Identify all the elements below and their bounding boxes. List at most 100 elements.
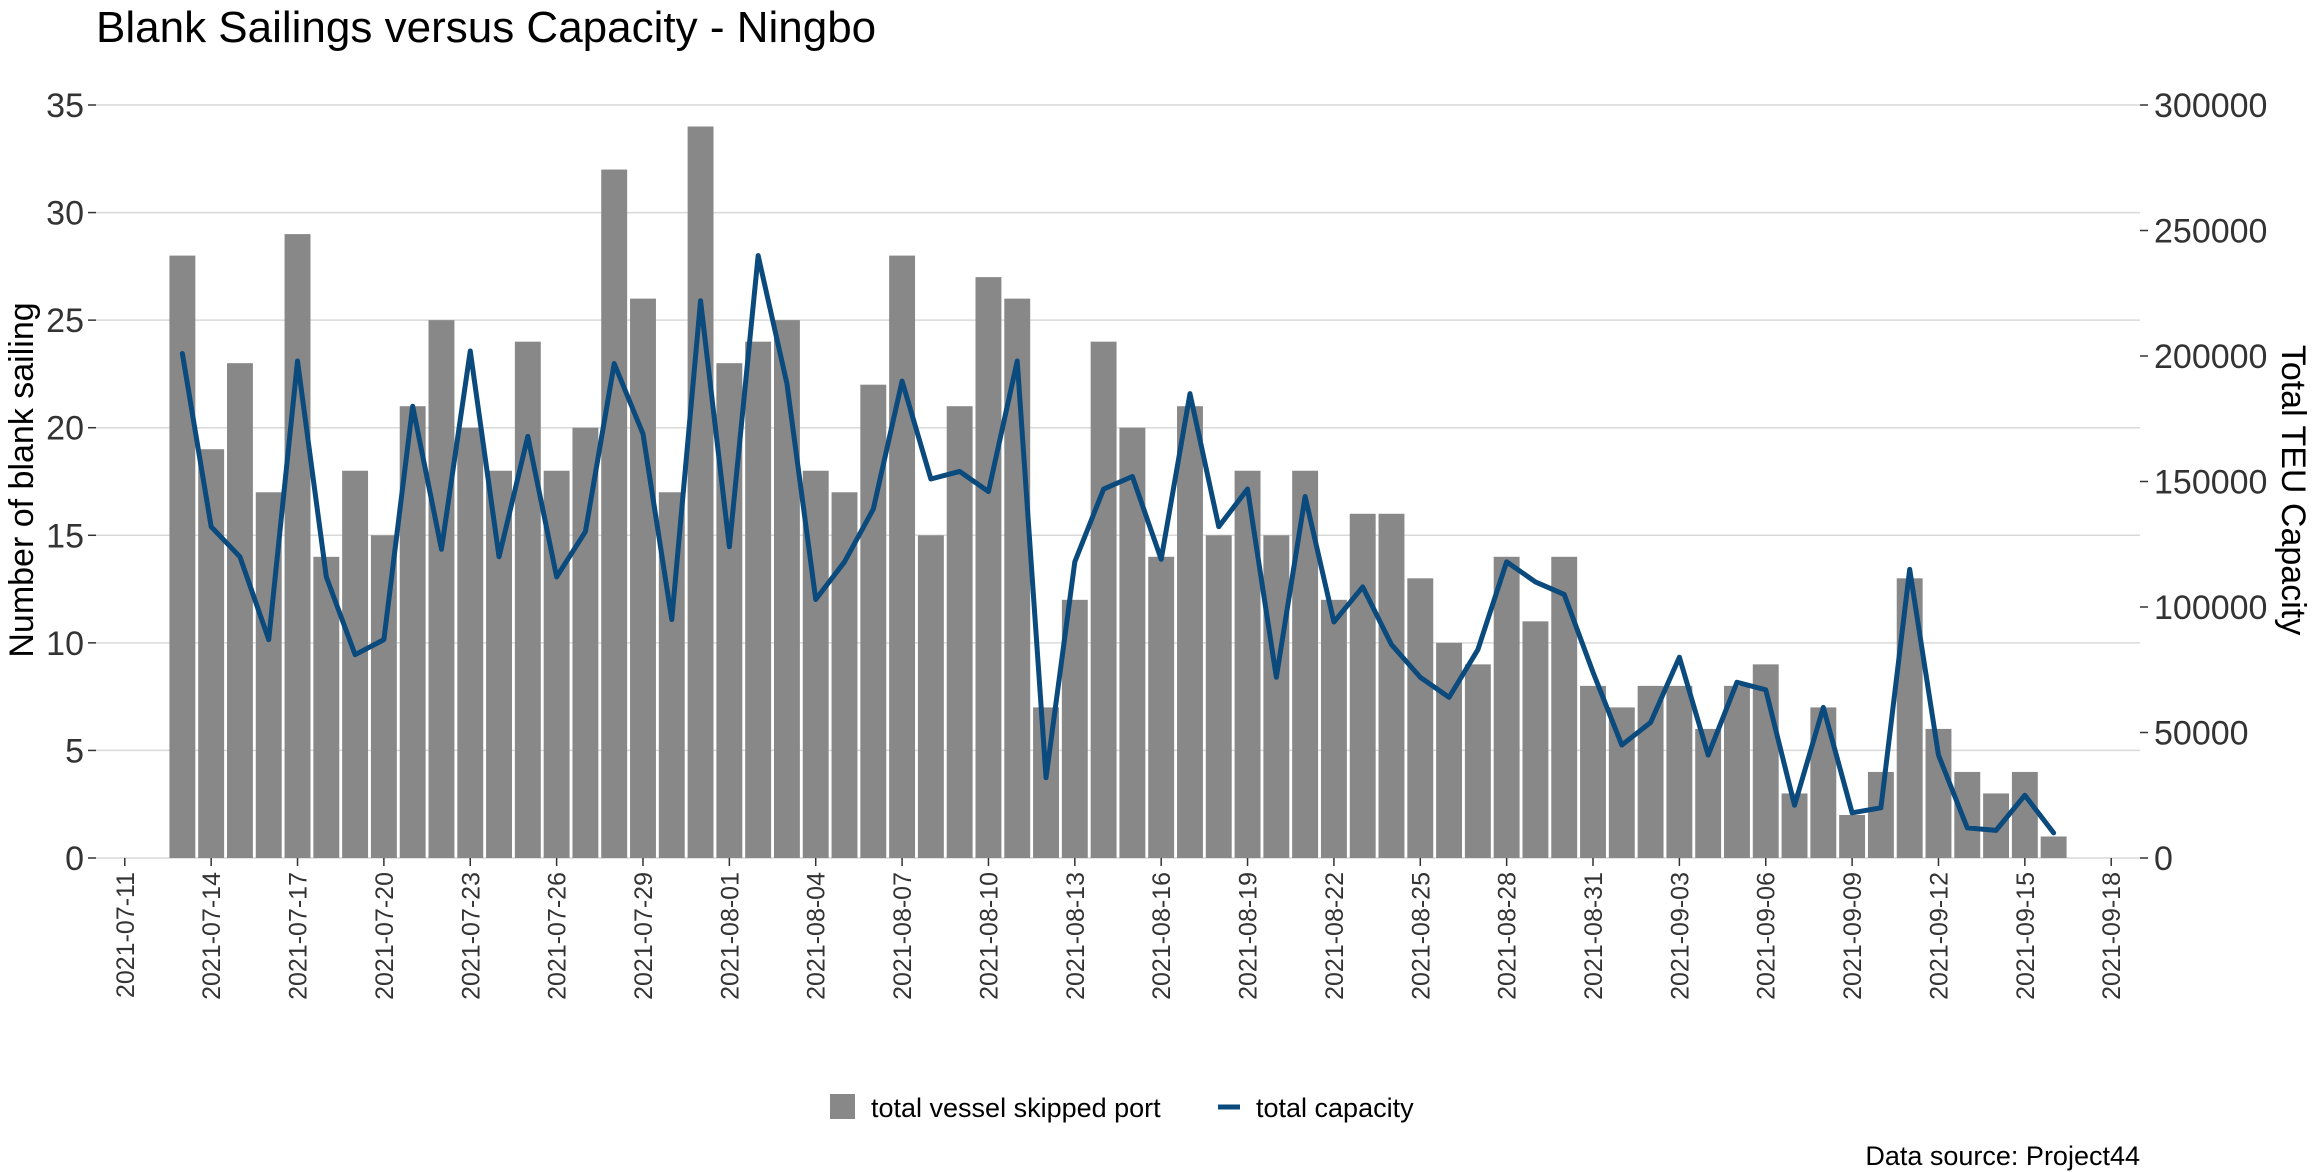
bar-24 — [860, 384, 887, 858]
right-tick-label-3: 150000 — [2154, 464, 2267, 502]
bar-23 — [831, 492, 858, 858]
x-tick-label-23: 2021-09-18 — [2098, 872, 2126, 1000]
bar-20 — [745, 341, 772, 859]
bar-48 — [1551, 556, 1578, 858]
x-tick-label-8: 2021-08-04 — [803, 872, 831, 1000]
x-tick-label-12: 2021-08-16 — [1148, 872, 1176, 1000]
bar-46 — [1493, 556, 1520, 858]
right-tick-label-1: 50000 — [2154, 715, 2249, 753]
bar-9 — [428, 320, 455, 859]
bar-65 — [2040, 836, 2067, 858]
x-tick-label-5: 2021-07-26 — [544, 872, 572, 1000]
bar-10 — [457, 427, 484, 858]
left-tick-label-20: 20 — [46, 410, 84, 448]
left-tick-label-30: 30 — [46, 195, 84, 233]
data-source-caption: Data source: Project44 — [1865, 1141, 2140, 1171]
x-tick-label-16: 2021-08-28 — [1494, 872, 1522, 1000]
bar-42 — [1378, 513, 1405, 858]
bar-58 — [1839, 814, 1866, 858]
bar-27 — [946, 406, 973, 858]
bar-41 — [1349, 513, 1376, 858]
bar-12 — [514, 341, 541, 859]
right-tick-label-6: 300000 — [2154, 87, 2267, 125]
x-tick-label-17: 2021-08-31 — [1580, 872, 1608, 1000]
bar-32 — [1090, 341, 1117, 859]
bar-25 — [889, 255, 916, 859]
bar-30 — [1033, 707, 1059, 858]
bar-38 — [1263, 535, 1290, 858]
bar-36 — [1205, 535, 1232, 858]
x-tick-label-11: 2021-08-13 — [1062, 872, 1090, 1000]
bar-45 — [1464, 664, 1491, 858]
bar-63 — [1983, 793, 2010, 858]
left-y-axis-title: Number of blank sailing — [3, 302, 41, 657]
bar-40 — [1320, 599, 1347, 858]
left-tick-label-10: 10 — [46, 625, 84, 663]
legend-line-label: total capacity — [1256, 1093, 1414, 1123]
bar-21 — [773, 320, 800, 859]
left-tick-label-35: 35 — [46, 87, 84, 125]
x-tick-label-18: 2021-09-03 — [1666, 872, 1694, 1000]
x-tick-label-20: 2021-09-09 — [1839, 872, 1867, 1000]
left-tick-label-0: 0 — [65, 840, 84, 878]
bar-34 — [1148, 556, 1175, 858]
left-tick-label-15: 15 — [46, 517, 84, 555]
x-tick-label-19: 2021-09-06 — [1753, 872, 1781, 1000]
x-tick-label-4: 2021-07-23 — [457, 872, 485, 1000]
x-tick-label-3: 2021-07-20 — [371, 872, 399, 1000]
bar-11 — [486, 470, 512, 858]
bar-62 — [1954, 771, 1981, 858]
bar-6 — [342, 470, 369, 858]
bar-37 — [1234, 470, 1261, 858]
x-tick-label-10: 2021-08-10 — [976, 872, 1004, 1000]
bar-18 — [687, 126, 714, 858]
x-tick-label-21: 2021-09-12 — [1926, 872, 1954, 1000]
bar-47 — [1522, 621, 1549, 858]
right-tick-label-4: 200000 — [2154, 338, 2267, 376]
bar-64 — [2011, 771, 2038, 858]
bar-54 — [1724, 685, 1750, 858]
x-tick-label-0: 2021-07-11 — [112, 872, 140, 998]
right-tick-label-0: 0 — [2154, 840, 2173, 878]
right-y-axis-title: Total TEU Capacity — [2274, 345, 2312, 635]
x-tick-label-6: 2021-07-29 — [630, 872, 658, 1000]
bar-0 — [169, 255, 196, 859]
bar-14 — [572, 427, 599, 858]
bar-28 — [975, 277, 1002, 859]
bar-1 — [198, 449, 225, 858]
bar-series — [169, 126, 2067, 859]
right-tick-label-2: 100000 — [2154, 589, 2267, 627]
bar-26 — [917, 535, 944, 858]
bar-49 — [1580, 685, 1606, 858]
bar-35 — [1177, 406, 1203, 858]
bar-2 — [226, 363, 253, 858]
bar-33 — [1119, 427, 1146, 858]
bar-15 — [601, 169, 628, 859]
bar-50 — [1608, 707, 1635, 858]
x-tick-label-15: 2021-08-25 — [1407, 872, 1435, 1000]
chart-title: Blank Sailings versus Capacity - Ningbo — [96, 3, 876, 52]
x-tick-label-13: 2021-08-19 — [1235, 872, 1263, 1000]
bar-51 — [1637, 685, 1664, 858]
right-y-axis: 0 50000 100000 150000 200000 250000 300000 — [2140, 87, 2267, 878]
legend-bar-swatch — [830, 1094, 855, 1119]
legend: total vessel skipped port total capacity — [830, 1093, 1414, 1123]
bar-44 — [1436, 642, 1463, 858]
right-tick-label-5: 250000 — [2154, 213, 2267, 251]
bar-59 — [1867, 771, 1894, 858]
legend-bar-label: total vessel skipped port — [871, 1093, 1161, 1123]
bar-52 — [1666, 685, 1693, 858]
left-y-axis: 0 5 10 15 20 25 30 35 — [46, 87, 96, 878]
bar-4 — [284, 234, 311, 859]
x-tick-label-9: 2021-08-07 — [889, 872, 917, 1000]
total-capacity-line — [179, 253, 2057, 836]
x-tick-label-7: 2021-08-01 — [716, 872, 744, 1000]
left-tick-label-5: 5 — [65, 732, 84, 770]
bar-43 — [1407, 578, 1434, 858]
x-tick-label-14: 2021-08-22 — [1321, 872, 1349, 1000]
x-tick-label-2: 2021-07-17 — [285, 872, 313, 1000]
bar-16 — [630, 298, 656, 859]
x-axis: 2021-07-11 2021-07-14 2021-07-17 2021-07-20… — [112, 858, 2126, 1000]
x-tick-label-1: 2021-07-14 — [198, 872, 226, 1000]
